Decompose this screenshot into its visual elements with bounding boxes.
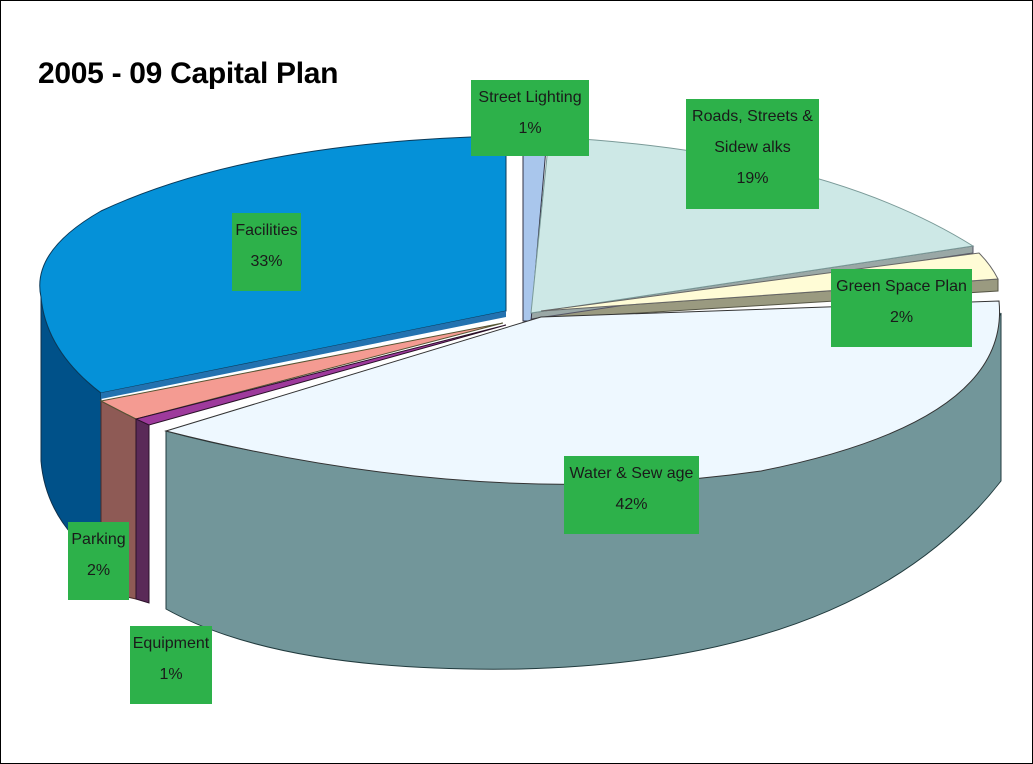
water-sewage-top <box>164 300 1001 485</box>
label-parking-name: Parking <box>71 531 126 548</box>
label-street-lighting-value: 1% <box>518 120 542 137</box>
label-green-space-value: 2% <box>889 309 914 326</box>
label-facilities-value: 33% <box>250 253 283 270</box>
label-equipment-name: Equipment <box>132 635 210 652</box>
label-green-space-name: Green Space Plan <box>836 278 967 295</box>
label-equipment: Equipment 1% <box>130 626 212 704</box>
label-roads-value: 19% <box>736 170 769 187</box>
label-facilities-name: Facilities <box>235 222 298 239</box>
label-roads-name-2: Sidew alks <box>714 139 791 156</box>
parking-top <box>99 322 504 420</box>
label-water-sewage: Water & Sew age 42% <box>564 456 699 534</box>
label-parking: Parking 2% <box>68 522 129 600</box>
green-space-top <box>540 252 999 312</box>
label-parking-value: 2% <box>86 562 111 579</box>
facilities-edge <box>101 311 506 399</box>
label-facilities: Facilities 33% <box>232 213 301 291</box>
equipment-top <box>134 324 507 426</box>
label-green-space: Green Space Plan 2% <box>831 269 972 347</box>
label-roads-name-1: Roads, Streets & <box>692 108 813 125</box>
label-street-lighting-name: Street Lighting <box>478 89 582 106</box>
label-water-sewage-name: Water & Sew age <box>569 465 694 482</box>
equipment-side <box>135 418 150 604</box>
label-street-lighting: Street Lighting 1% <box>471 80 589 156</box>
label-equipment-value: 1% <box>159 666 183 683</box>
label-roads: Roads, Streets & Sidew alks 19% <box>686 99 819 209</box>
chart-title: 2005 - 09 Capital Plan <box>38 57 339 90</box>
label-water-sewage-value: 42% <box>615 496 648 513</box>
pie-tops <box>39 135 1001 485</box>
